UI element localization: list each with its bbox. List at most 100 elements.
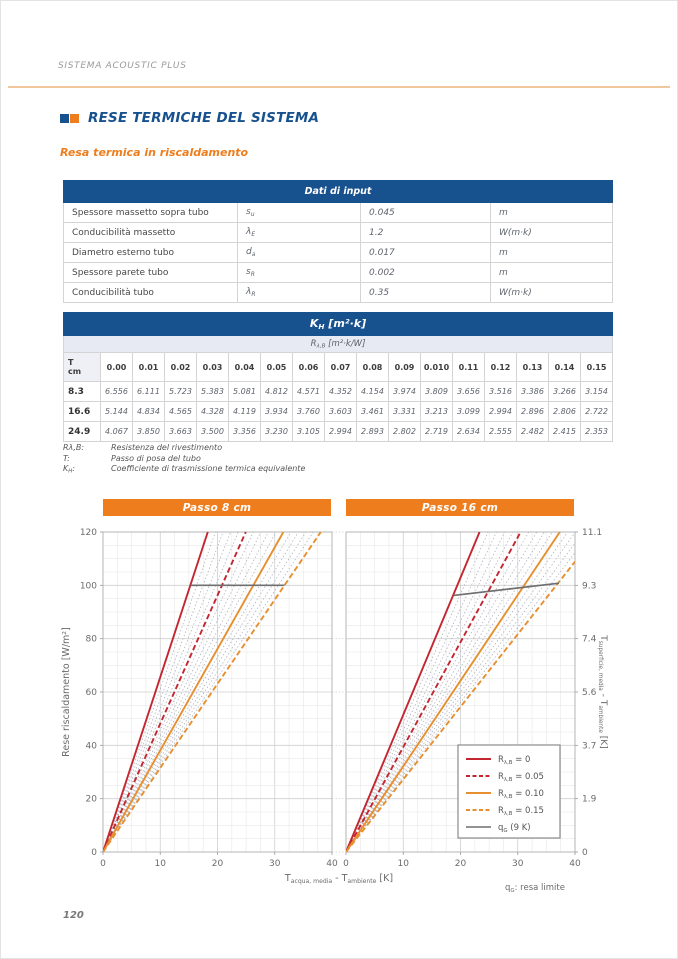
input-row-unit: m	[489, 242, 614, 263]
kh-column-header: 0.04	[228, 352, 261, 382]
kh-column-header: 0.11	[452, 352, 485, 382]
input-row-unit: m	[489, 262, 614, 283]
kh-cell-value: 3.461	[356, 401, 389, 422]
chart-plot-2: 0 10 20 30 40	[343, 531, 581, 869]
kh-cell-value: 2.806	[548, 401, 581, 422]
kh-cell-value: 3.099	[452, 401, 485, 422]
x-tick-label: 20	[455, 859, 467, 869]
kh-cell-value: 2.353	[579, 421, 614, 442]
kh-cell-value: 4.352	[324, 381, 357, 402]
kh-cell-value: 4.154	[356, 381, 389, 402]
kh-cell-value: 3.934	[260, 401, 293, 422]
kh-cell-value: 5.081	[228, 381, 261, 402]
input-row-label: Spessore massetto sopra tubo	[63, 202, 238, 223]
footnote-term: T:	[63, 453, 70, 463]
kh-column-header: 0.09	[388, 352, 421, 382]
y-tick-label-right: 7.4	[582, 635, 597, 645]
x-tick-label: 40	[326, 859, 338, 869]
fan-line	[103, 532, 299, 852]
limit-note: qG: resa limite	[505, 883, 565, 894]
kh-column-header: 0.14	[548, 352, 581, 382]
kh-cell-value: 4.812	[260, 381, 293, 402]
input-row-symbol: λR	[237, 282, 361, 303]
fan-line	[346, 532, 575, 852]
input-row-value: 0.002	[360, 262, 491, 283]
kh-cell-value: 3.356	[228, 421, 261, 442]
y-axis-title-left: Rese riscaldamento [W/m²]	[61, 627, 72, 757]
legend-label: Rλ,B = 0.05	[498, 772, 544, 783]
bullet-square-orange-icon	[70, 113, 79, 123]
kh-cell-value: 3.213	[420, 401, 453, 422]
series-line-3	[346, 561, 575, 852]
y-tick-label-right: 5.6	[582, 688, 597, 698]
kh-column-header: 0.06	[292, 352, 325, 382]
kh-column-header: 0.08	[356, 352, 389, 382]
kh-table-row: 8.3 6.556 6.111 5.723 5.383 5.081 4.812 4.571 4.…	[63, 381, 614, 402]
x-axis-title: Tacqua, media - Tambiente [K]	[284, 873, 393, 885]
footnote-definition: Resistenza del rivestimento	[111, 443, 223, 452]
x-tick-label: 40	[569, 859, 581, 869]
document-header: SISTEMA ACOUSTIC PLUS	[58, 61, 187, 71]
input-row-value: 0.045	[360, 202, 491, 223]
kh-cell-value: 3.663	[164, 421, 197, 442]
input-row-value: 1.2	[360, 222, 491, 243]
y-tick-label-right: 3.7	[582, 741, 596, 751]
y-tick-label-right: 1.9	[582, 795, 597, 805]
section-title: RESE TERMICHE DEL SISTEMA	[60, 110, 319, 126]
legend-box	[457, 744, 561, 839]
x-tick-label: 20	[212, 859, 224, 869]
charts-figure: 0 10 20 30 40 0 10 20 30 4002040608010012001.93.7…	[61, 528, 608, 894]
fan-line	[346, 532, 514, 852]
fan-line	[103, 532, 239, 852]
input-row-unit: W(m·k)	[489, 222, 614, 243]
y-axis-title-right: Tsuperficie, media - Tambiente [K]	[597, 634, 608, 748]
footnote-definition: Coefficiente di trasmissione termica equ…	[111, 464, 306, 473]
kh-column-header: 0.010	[420, 352, 453, 382]
footnote-term: Rλ,B:	[63, 443, 85, 452]
chart-banner-passo-8: Passo 8 cm	[103, 499, 331, 516]
input-table-row: Spessore massetto sopra tubo su 0.045 m	[63, 202, 614, 223]
kh-cell-value: 3.154	[579, 381, 614, 402]
chart-banner-passo-16: Passo 16 cm	[346, 499, 574, 516]
fan-line	[346, 552, 575, 852]
kh-cell-value: 4.119	[228, 401, 261, 422]
x-tick-label: 30	[512, 859, 524, 869]
kh-cell-value: 2.482	[516, 421, 549, 442]
kh-column-header: 0.02	[164, 352, 197, 382]
x-tick-label: 10	[155, 859, 167, 869]
kh-column-header: 0.05	[260, 352, 293, 382]
kh-cell-value: 3.105	[292, 421, 325, 442]
kh-cell-value: 4.328	[196, 401, 229, 422]
kh-table-row: 24.9 4.067 3.850 3.663 3.500 3.356 3.230 3.105 2…	[63, 421, 614, 442]
y-tick-label-left: 80	[86, 635, 98, 645]
kh-cell-value: 3.266	[548, 381, 581, 402]
kh-cell-value: 5.144	[100, 401, 133, 422]
y-tick-label-left: 120	[80, 528, 97, 538]
kh-cell-value: 2.719	[420, 421, 453, 442]
kh-cell-value: 3.603	[324, 401, 357, 422]
kh-table-title: KH [m²·k]	[62, 312, 614, 336]
y-tick-label-right: 0	[582, 848, 588, 858]
fan-line	[346, 542, 575, 852]
input-table-row: Conducibilità tubo λR 0.35 W(m·k)	[63, 282, 614, 303]
kh-table-row: 16.6 5.144 4.834 4.565 4.328 4.119 3.934 3.760 3…	[63, 401, 614, 422]
kh-column-header: 0.12	[484, 352, 517, 382]
kh-cell-value: 3.809	[420, 381, 453, 402]
subsection-title: Resa termica in riscaldamento	[60, 146, 249, 159]
chart-legend: Rλ,B = 0 Rλ,B = 0.05 Rλ,B = 0.10 Rλ,B = 0.1…	[457, 744, 561, 839]
input-row-label: Spessore parete tubo	[63, 262, 238, 283]
section-title-text: RESE TERMICHE DEL SISTEMA	[88, 110, 320, 126]
kh-cell-value: 2.555	[484, 421, 517, 442]
bullet-square-blue-icon	[60, 113, 69, 123]
footnote-term: KH:	[63, 464, 75, 475]
y-tick-label-left: 60	[86, 688, 98, 698]
legend-label: Rλ,B = 0.15	[498, 806, 544, 817]
input-table-row: Diametro esterno tubo da 0.017 m	[63, 242, 614, 263]
input-row-label: Diametro esterno tubo	[63, 242, 238, 263]
y-tick-label-left: 40	[86, 741, 98, 751]
fan-line	[103, 532, 314, 852]
